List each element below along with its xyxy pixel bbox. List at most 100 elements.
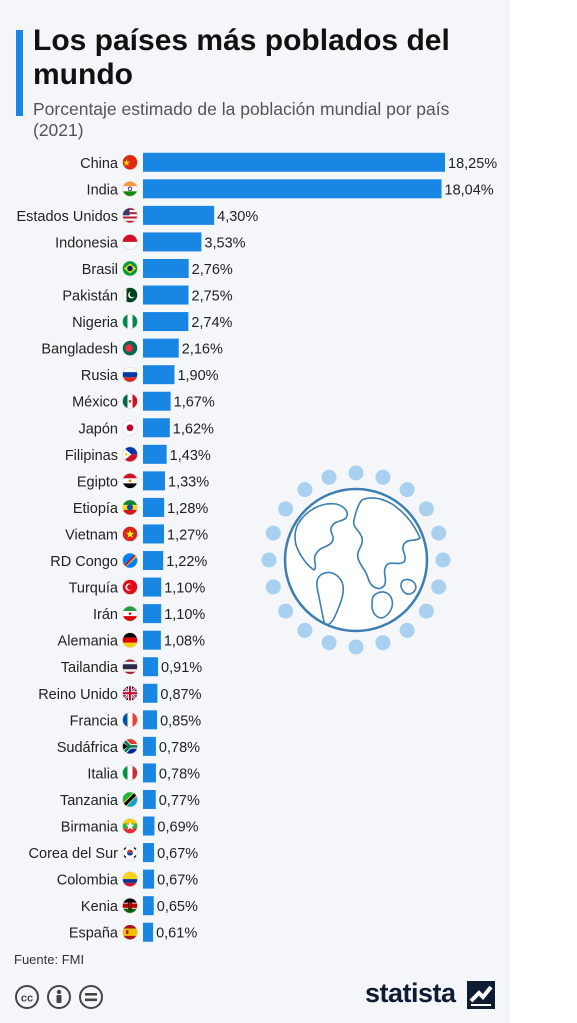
value-label: 0,78%	[159, 740, 200, 756]
bar	[143, 179, 442, 199]
category-label: Francia	[70, 713, 119, 729]
globe-dot	[265, 579, 281, 595]
value-label: 0,87%	[160, 687, 201, 703]
bar	[143, 604, 162, 624]
globe-outline	[283, 487, 429, 633]
chart-title: Los países más poblados del mundo	[33, 24, 450, 91]
category-label: Estados Unidos	[16, 209, 118, 225]
value-label: 0,91%	[161, 660, 202, 676]
globe-dot	[348, 639, 364, 655]
bar	[143, 232, 202, 252]
spain-flag-icon	[122, 924, 138, 941]
bar	[143, 816, 155, 836]
globe-dot	[297, 482, 313, 498]
value-label: 1,08%	[164, 634, 205, 650]
value-label: 0,67%	[157, 873, 198, 889]
globe-dot	[348, 465, 364, 481]
bar	[143, 683, 158, 703]
value-label: 1,27%	[167, 527, 208, 543]
category-label: México	[72, 395, 118, 411]
license-icons[interactable]: cc	[14, 984, 106, 1010]
category-label: Tanzania	[60, 793, 119, 809]
chart-subtitle: Porcentaje estimado de la población mund…	[33, 99, 450, 140]
brazil-flag-icon	[122, 260, 138, 277]
globe-dot	[399, 482, 415, 498]
turkey-flag-icon	[122, 579, 138, 595]
source-note: Fuente: FMI	[14, 952, 85, 967]
category-label: Brasil	[82, 262, 118, 278]
nigeria-flag-icon	[122, 313, 138, 330]
bar	[143, 551, 164, 571]
bar	[143, 285, 189, 305]
iran-flag-icon	[122, 605, 138, 622]
bar	[143, 444, 167, 464]
globe-icon	[261, 465, 451, 655]
bar	[143, 524, 165, 544]
bar	[143, 710, 158, 730]
globe-dot	[261, 552, 277, 568]
france-flag-icon	[122, 712, 138, 728]
category-label: Sudáfrica	[57, 740, 119, 756]
usa-flag-icon	[122, 207, 138, 224]
dr-congo-flag-icon	[122, 552, 138, 569]
statista-logo-text[interactable]: statista	[365, 978, 456, 1008]
no-derivatives-icon	[79, 985, 103, 1009]
bar	[143, 630, 161, 650]
category-label: RD Congo	[50, 554, 118, 570]
globe-dot	[297, 622, 313, 638]
bar	[143, 869, 155, 889]
category-label: Alemania	[58, 634, 119, 650]
south-korea-flag-icon	[122, 844, 138, 861]
category-label: Reino Unido	[38, 687, 118, 703]
bar	[143, 922, 154, 942]
category-label: Indonesia	[55, 235, 119, 251]
category-label: Bangladesh	[41, 342, 118, 358]
value-label: 1,33%	[168, 474, 209, 490]
value-label: 1,43%	[170, 448, 211, 464]
russia-flag-icon	[122, 366, 138, 383]
value-label: 2,16%	[182, 342, 223, 358]
category-label: Italia	[87, 766, 119, 782]
globe-dot	[431, 579, 447, 595]
category-label: Filipinas	[65, 448, 118, 464]
category-label: Colombia	[57, 873, 119, 889]
japan-flag-icon	[122, 419, 138, 436]
bar	[143, 338, 179, 358]
category-label: Pakistán	[62, 289, 118, 305]
attribution-icon	[47, 985, 71, 1009]
bar	[143, 391, 171, 411]
bar	[143, 365, 175, 385]
globe-dot	[321, 469, 337, 485]
category-label: India	[87, 182, 119, 198]
value-label: 2,76%	[192, 262, 233, 278]
category-label: Vietnam	[65, 527, 118, 543]
globe-dot	[375, 469, 391, 485]
value-label: 1,10%	[164, 581, 205, 597]
globe-dot	[399, 622, 415, 638]
globe-dot	[278, 501, 294, 517]
bangladesh-flag-icon	[122, 340, 138, 356]
globe-continents	[294, 497, 421, 626]
globe-dot	[418, 501, 434, 517]
statista-logo-icon	[467, 981, 495, 1009]
value-label: 2,74%	[191, 315, 232, 331]
uk-flag-icon	[122, 685, 138, 702]
value-label: 1,90%	[177, 368, 218, 384]
category-label: Turquía	[69, 581, 119, 597]
category-label: Etiopía	[73, 501, 119, 517]
bar	[143, 577, 162, 597]
category-label: Egipto	[77, 474, 118, 490]
category-label: Rusia	[81, 368, 119, 384]
globe-dot	[418, 603, 434, 619]
category-label: Nigeria	[72, 315, 119, 331]
globe-dot	[435, 552, 451, 568]
tanzania-flag-icon	[122, 791, 138, 808]
category-label: Birmania	[61, 820, 119, 836]
value-label: 18,04%	[445, 182, 494, 198]
bar	[143, 312, 189, 332]
bar	[143, 152, 445, 172]
category-label: Corea del Sur	[29, 846, 119, 862]
value-label: 0,69%	[157, 820, 198, 836]
colombia-flag-icon	[122, 871, 138, 887]
globe-dot	[321, 635, 337, 651]
